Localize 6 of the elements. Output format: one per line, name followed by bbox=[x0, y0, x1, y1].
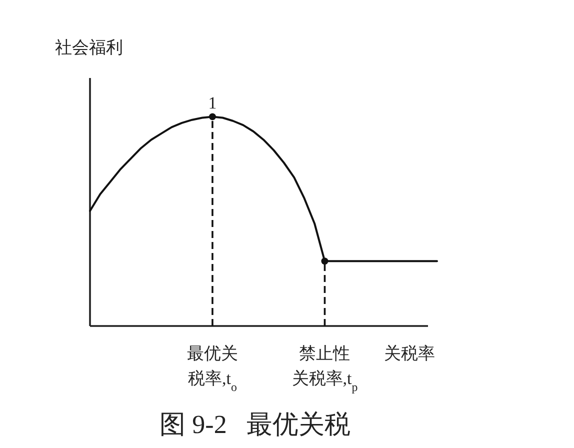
y-axis-title: 社会福利 bbox=[55, 38, 123, 57]
x-tick-label: 禁止性关税率,t$_{p}$ bbox=[292, 344, 358, 394]
annotation: 1 bbox=[208, 94, 217, 113]
x-axis-title: 关税率 bbox=[384, 344, 435, 363]
text: 图 9-2 最优关税 bbox=[160, 410, 350, 439]
x-tick-label: 最优关税率,t$_{o}$ bbox=[186, 344, 238, 394]
